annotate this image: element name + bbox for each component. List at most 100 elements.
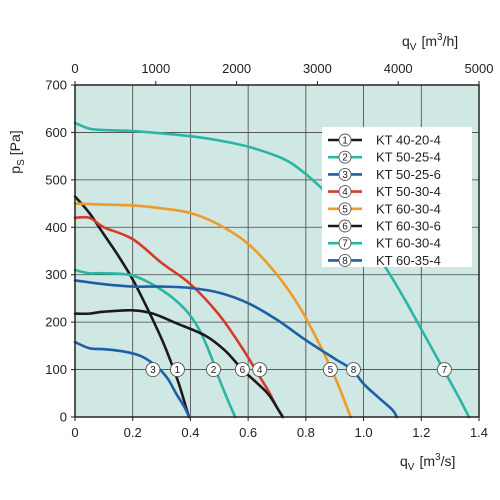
curve-marker-5: 5 xyxy=(322,362,338,378)
marker-circle xyxy=(436,362,452,378)
marker-circle xyxy=(234,362,250,378)
legend-entry-5: 5 KT 60-30-4 xyxy=(328,201,441,216)
y-tick-label: 100 xyxy=(45,362,67,377)
marker-number: 3 xyxy=(150,365,156,376)
curve-marker-4: 4 xyxy=(252,362,268,378)
legend-number-circle xyxy=(338,219,352,233)
marker-number: 1 xyxy=(175,365,181,376)
x-bottom-label-unit: [m xyxy=(419,453,435,469)
x-top-label-main: q xyxy=(402,33,410,49)
x-bottom-label-main: q xyxy=(400,453,408,469)
marker-circle xyxy=(322,362,338,378)
legend-label: KT 50-25-4 xyxy=(376,150,441,165)
x-bottom-label-sub: V xyxy=(408,462,415,473)
curve-4 xyxy=(73,215,285,419)
y-axis-label-main: p xyxy=(7,166,23,174)
curve-2 xyxy=(73,268,237,419)
legend-number: 1 xyxy=(342,136,348,147)
curve-1 xyxy=(73,195,191,419)
legend-number-circle xyxy=(338,253,352,267)
curve-3 xyxy=(73,340,191,419)
legend: 1 KT 40-20-4 2 KT 50-25-4 3 KT 50-25-6 4 KT 50-… xyxy=(328,133,441,268)
legend-entry-4: 4 KT 50-30-4 xyxy=(328,184,441,199)
legend-number: 2 xyxy=(342,153,348,164)
marker-number: 8 xyxy=(351,365,357,376)
marker-number: 6 xyxy=(240,365,246,376)
legend-label: KT 50-30-4 xyxy=(376,184,441,199)
x-top-tick-label: 5000 xyxy=(465,61,494,76)
marker-number: 2 xyxy=(211,365,217,376)
curve-7 xyxy=(73,121,471,419)
legend-entry-7: 7 KT 60-30-4 xyxy=(328,236,441,251)
marker-circle xyxy=(169,362,185,378)
legend-number: 5 xyxy=(342,204,348,215)
legend-label: KT 60-30-4 xyxy=(376,236,441,251)
x-bottom-tick-label: 0 xyxy=(71,425,78,440)
y-tick-label: 400 xyxy=(45,220,67,235)
legend-number-circle xyxy=(338,150,352,164)
plot-frame xyxy=(74,84,480,418)
x-top-label-unit: [m xyxy=(421,33,437,49)
x-top-tick-label: 4000 xyxy=(384,61,413,76)
x-top-label-sup: 3 xyxy=(437,32,443,43)
x-top-tick-label: 0 xyxy=(71,61,78,76)
legend-number: 8 xyxy=(342,256,348,267)
x-top-label-sub: V xyxy=(410,42,417,53)
y-axis-label: pS [Pa] xyxy=(7,130,27,173)
y-tick-label: 700 xyxy=(45,78,67,93)
curve-5 xyxy=(73,202,352,419)
y-tick-label: 600 xyxy=(45,125,67,140)
x-top-label-unit-end: /h] xyxy=(443,33,459,49)
marker-circle xyxy=(206,362,221,378)
x-axis-top-label: qV [m3/h] xyxy=(402,32,458,53)
legend-label: KT 60-30-4 xyxy=(376,201,441,216)
curve-marker-1: 1 xyxy=(169,362,185,378)
curve-8 xyxy=(73,279,399,419)
legend-number-circle xyxy=(338,202,352,216)
x-bottom-label-sup: 3 xyxy=(435,452,441,463)
x-bottom-tick-label: 0.6 xyxy=(239,425,257,440)
curve-marker-3: 3 xyxy=(145,362,161,378)
y-tick-label: 300 xyxy=(45,267,67,282)
legend-number-circle xyxy=(338,167,352,181)
y-tick-label: 500 xyxy=(45,172,67,187)
y-axis-label-sub: S xyxy=(16,159,27,166)
axes: 0 0.2 0.4 0.6 0.8 1.0 1.2 1.4010020030040050060… xyxy=(45,61,493,440)
marker-circle xyxy=(145,362,161,378)
y-tick-label: 0 xyxy=(60,410,67,425)
y-tick-label: 200 xyxy=(45,315,67,330)
legend-entry-2: 2 KT 50-25-4 xyxy=(328,150,441,165)
legend-number: 6 xyxy=(342,222,348,233)
legend-number-circle xyxy=(338,236,352,250)
curve-markers: 1 2 3 4 5 6 7 8 xyxy=(145,362,452,378)
curve-marker-6: 6 xyxy=(234,362,250,378)
legend-label: KT 50-25-6 xyxy=(376,167,441,182)
x-bottom-label-unit-end: /s] xyxy=(441,453,456,469)
x-bottom-tick-label: 0.2 xyxy=(124,425,142,440)
curve-marker-8: 8 xyxy=(346,362,361,378)
legend-entry-3: 3 KT 50-25-6 xyxy=(328,167,441,182)
legend-entry-6: 6 KT 60-30-6 xyxy=(328,219,441,234)
marker-number: 4 xyxy=(257,365,263,376)
curve-6 xyxy=(73,308,285,419)
marker-circle xyxy=(346,362,361,378)
legend-number: 3 xyxy=(342,170,348,181)
marker-number: 5 xyxy=(328,365,334,376)
legend-label: KT 40-20-4 xyxy=(376,133,441,148)
curve-marker-7: 7 xyxy=(436,362,452,378)
legend-number-circle xyxy=(338,185,352,199)
x-bottom-tick-label: 0.8 xyxy=(297,425,315,440)
marker-number: 7 xyxy=(442,365,448,376)
legend-number: 7 xyxy=(342,239,348,250)
x-top-tick-label: 1000 xyxy=(141,61,170,76)
y-axis-label-unit: [Pa] xyxy=(7,130,23,155)
legend-number-circle xyxy=(338,133,352,147)
x-top-tick-label: 3000 xyxy=(303,61,332,76)
x-bottom-tick-label: 0.4 xyxy=(181,425,199,440)
legend-entry-1: 1 KT 40-20-4 xyxy=(328,133,441,148)
legend-number: 4 xyxy=(342,187,348,198)
x-bottom-tick-label: 1.4 xyxy=(470,425,488,440)
marker-circle xyxy=(252,362,268,378)
legend-label: KT 60-35-4 xyxy=(376,253,441,268)
